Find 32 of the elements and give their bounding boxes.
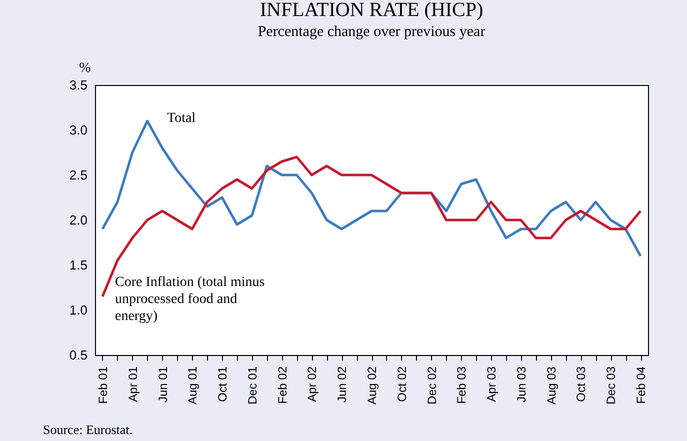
- source-note: Source: Eurostat.: [43, 422, 133, 437]
- y-tick-label: 3.0: [69, 122, 88, 138]
- x-tick-label: Feb 03: [454, 366, 469, 404]
- x-tick-label: Dec 02: [424, 366, 439, 405]
- x-tick-label: Oct 01: [216, 366, 230, 402]
- y-tick-label: 1.0: [69, 302, 88, 318]
- y-axis-title: %: [79, 61, 92, 76]
- y-tick-label: 2.0: [69, 212, 88, 228]
- x-tick-label: Aug 03: [544, 366, 558, 405]
- x-tick-label: Feb 01: [96, 366, 110, 404]
- series-label: Core Inflation (total minus unprocessed food and energy): [115, 275, 265, 324]
- x-tick-label: Feb 04: [634, 366, 648, 404]
- y-tick-label: 0.5: [69, 348, 88, 362]
- chart-subtitle: Percentage change over previous year: [258, 24, 486, 40]
- x-tick-label: Feb 02: [275, 366, 290, 404]
- x-tick-label: Jun 02: [335, 366, 350, 403]
- x-tick-label: Dec 01: [245, 366, 260, 405]
- x-tick-label: Apr 01: [126, 366, 140, 402]
- y-tick-label: 1.5: [69, 258, 88, 272]
- x-tick-label: Jun 01: [156, 366, 170, 403]
- x-tick-label: Aug 02: [365, 366, 379, 405]
- series-label: Total: [167, 111, 196, 126]
- x-tick-label: Apr 02: [305, 366, 320, 402]
- chart-title: INFLATION RATE (HICP): [260, 0, 484, 21]
- x-tick-label: Dec 03: [604, 366, 618, 405]
- x-tick-label: Jun 03: [514, 366, 528, 403]
- y-tick-label: 3.5: [69, 78, 88, 92]
- y-tick-label: 2.5: [69, 168, 88, 182]
- x-tick-label: Apr 03: [484, 366, 499, 402]
- x-tick-label: Aug 01: [186, 366, 200, 405]
- x-tick-label: Oct 02: [394, 366, 409, 402]
- x-tick-label: Oct 03: [574, 366, 588, 402]
